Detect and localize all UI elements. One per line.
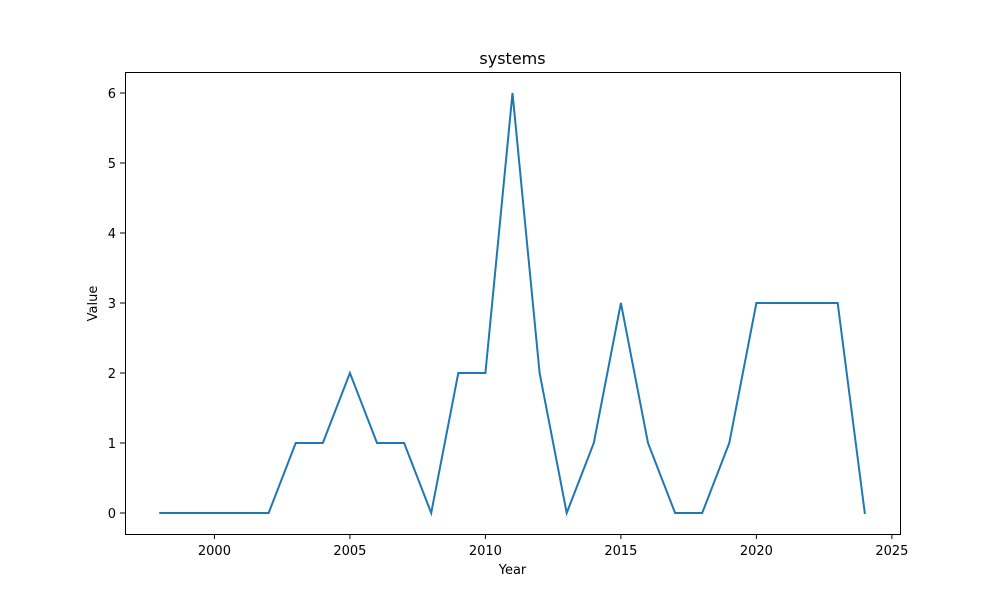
chart-title: systems — [479, 49, 545, 68]
y-tick-label: 0 — [108, 507, 116, 522]
x-tick-label: 2015 — [604, 544, 637, 559]
series-line-0 — [159, 92, 866, 517]
x-axis: 2000 2005 2010 2015 2020 2025 — [198, 534, 908, 559]
x-tick-label: 2020 — [740, 544, 773, 559]
y-tick-label: 6 — [108, 87, 116, 102]
x-tick-label: 2005 — [333, 544, 366, 559]
x-tick-label: 2025 — [875, 544, 908, 559]
x-tick-label: 2010 — [469, 544, 502, 559]
y-axis: 0 1 2 3 4 5 6 — [108, 87, 125, 522]
plot-frame — [125, 72, 901, 535]
y-tick-label: 5 — [108, 157, 116, 172]
x-tick-label: 2000 — [198, 544, 231, 559]
series-layer — [159, 92, 866, 517]
y-tick-label: 2 — [108, 367, 116, 382]
y-tick-label: 1 — [108, 437, 116, 452]
y-axis-label: Value — [86, 286, 101, 322]
y-tick-label: 3 — [108, 297, 116, 312]
y-tick-label: 4 — [108, 227, 116, 242]
x-axis-label: Year — [498, 563, 527, 578]
